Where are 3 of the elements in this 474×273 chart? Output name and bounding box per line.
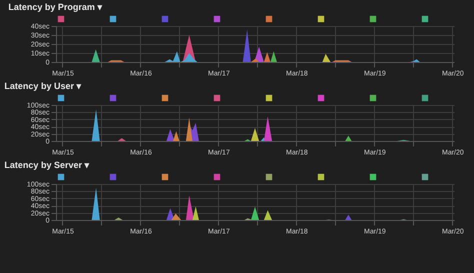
- chart-title: Latency by Server ▾: [4, 160, 90, 170]
- chart-title: Latency by User ▾: [4, 81, 82, 91]
- chart-title: Latency by Program ▾: [8, 2, 102, 12]
